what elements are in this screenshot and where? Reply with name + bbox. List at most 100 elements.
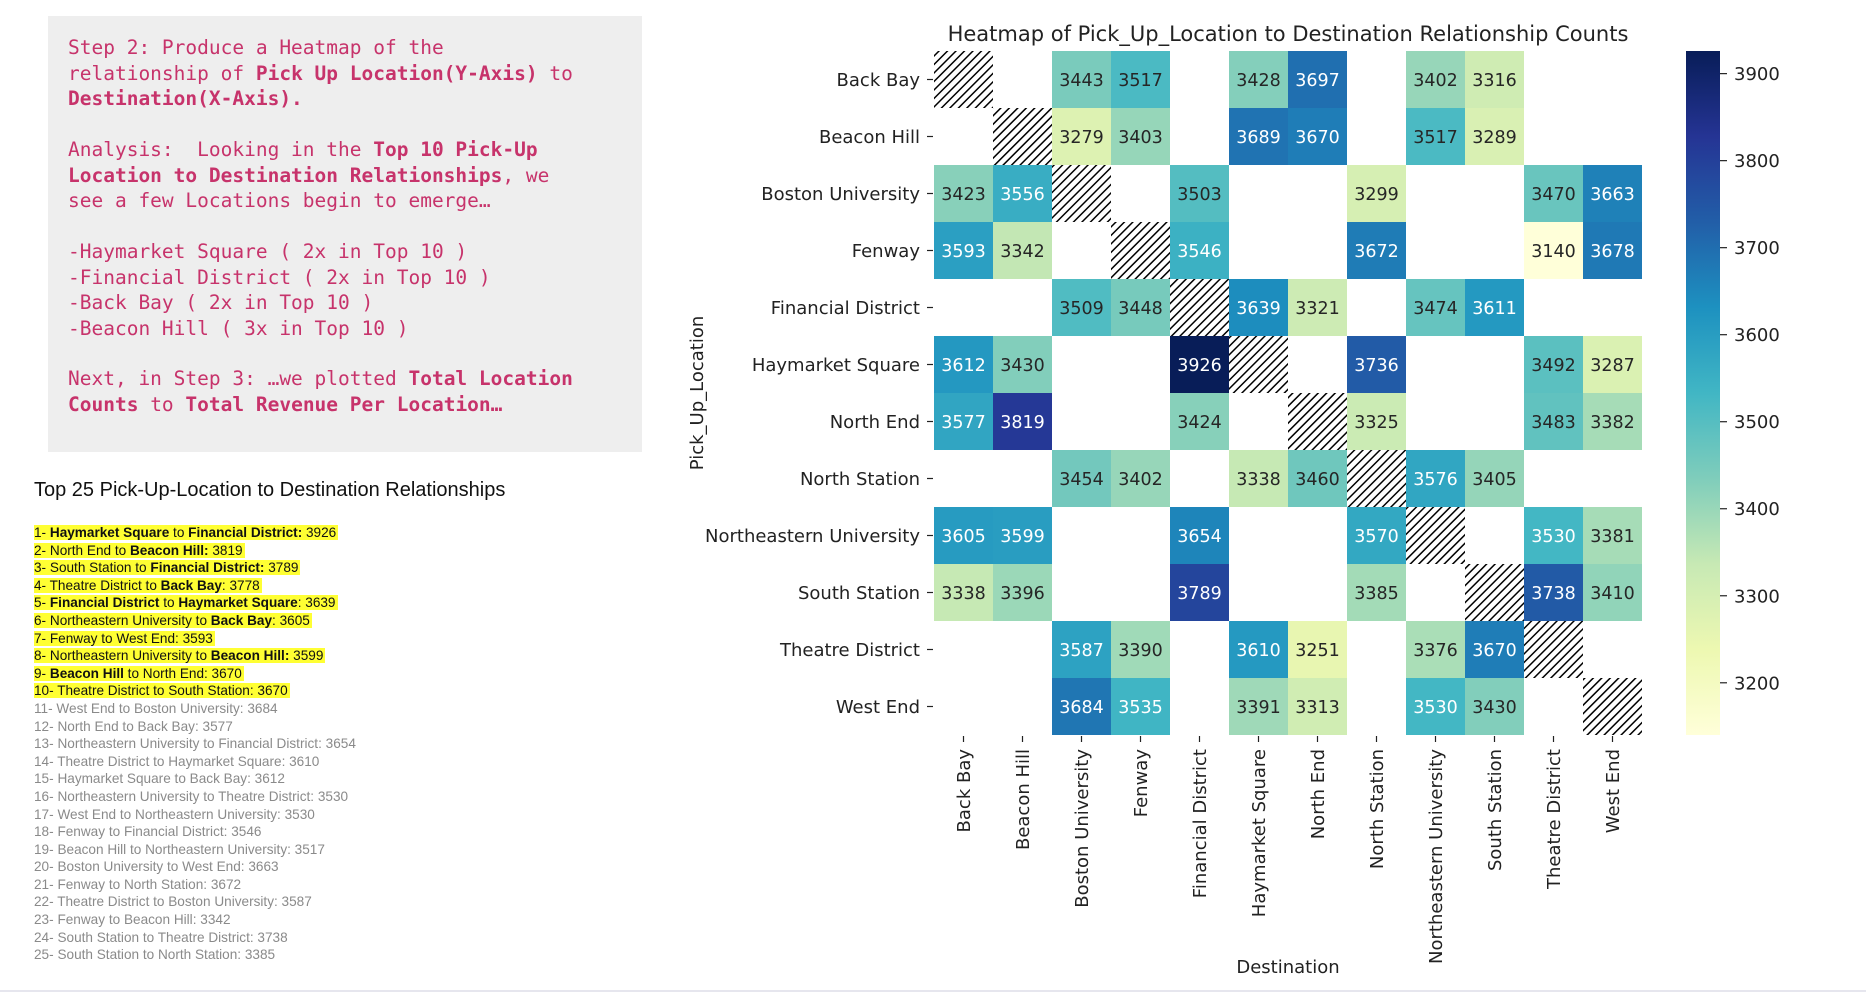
cell-label: 3612	[941, 356, 986, 376]
cell-label: 3509	[1059, 299, 1104, 319]
cell-label: 3684	[1059, 698, 1104, 718]
cell-label: 3611	[1472, 299, 1517, 319]
cell-label: 3492	[1531, 356, 1576, 376]
list-item: 10- Theatre District to South Station: 3…	[34, 683, 290, 699]
cell-label: 3424	[1177, 413, 1222, 433]
cell-label: 3474	[1413, 299, 1458, 319]
list-item: 23- Fenway to Beacon Hill: 3342	[34, 912, 231, 928]
cell-label: 3381	[1590, 527, 1635, 547]
step2-note: Step 2: Produce a Heatmap of the relatio…	[68, 35, 573, 112]
next-step-text: Counts	[68, 392, 139, 416]
cell-label: 3546	[1177, 242, 1222, 262]
cell-label: 3530	[1413, 698, 1458, 718]
cell-label: 3587	[1059, 641, 1104, 661]
heatmap-cell	[1465, 621, 1524, 678]
heatmap-cell	[1052, 108, 1111, 165]
heatmap-cell-hatched	[1465, 564, 1524, 621]
step2-text: to	[537, 61, 573, 85]
cell-label: 3140	[1531, 242, 1576, 262]
heatmap-cell	[1111, 621, 1170, 678]
cell-label: 3430	[1000, 356, 1045, 376]
heatmap-cell	[1170, 336, 1229, 393]
heatmap-cell-hatched	[1052, 165, 1111, 222]
heatmap-cell	[1465, 51, 1524, 108]
heatmap-cell	[1406, 621, 1465, 678]
heatmap-cell	[1347, 222, 1406, 279]
x-tick-label: Theatre District	[1544, 749, 1565, 890]
cell-label: 3279	[1059, 128, 1104, 148]
cell-label: 3287	[1590, 356, 1635, 376]
heatmap-cell	[1229, 51, 1288, 108]
colorbar-tick-label: 3600	[1734, 325, 1780, 346]
analysis-text: Analysis: Looking in the	[68, 138, 374, 161]
heatmap-cell	[1583, 165, 1642, 222]
heatmap-cell-hatched	[993, 108, 1052, 165]
cell-label: 3338	[1236, 470, 1281, 490]
cell-label: 3605	[941, 527, 986, 547]
cell-label: 3313	[1295, 698, 1340, 718]
list-item: 9- Beacon Hill to North End: 3670	[34, 665, 244, 681]
locations-note: -Haymarket Square ( 2x in Top 10 ) -Fina…	[68, 239, 491, 341]
heatmap-cell	[1052, 678, 1111, 735]
heatmap-cell	[1288, 108, 1347, 165]
next-step-note: Next, in Step 3: …we plotted Total Locat…	[68, 366, 573, 417]
list-item: 2- North End to Beacon Hill: 3819	[34, 542, 245, 558]
cell-label: 3454	[1059, 470, 1104, 490]
cell-label: 3599	[1000, 527, 1045, 547]
analysis-text: , we	[502, 163, 550, 187]
cell-label: 3689	[1236, 128, 1281, 148]
list-item: 17- West End to Northeastern University:…	[34, 806, 315, 822]
analysis-text: see a few Locations begin to emerge…	[68, 189, 491, 212]
heatmap-cell	[1583, 507, 1642, 564]
heatmap-cell	[934, 165, 993, 222]
cell-label: 3385	[1354, 584, 1399, 604]
heatmap-cell	[993, 507, 1052, 564]
y-tick-label: Boston University	[761, 184, 920, 205]
heatmap-cell	[993, 393, 1052, 450]
cell-label: 3697	[1295, 71, 1340, 91]
heatmap-cell	[1524, 393, 1583, 450]
list-item: 8- Northeastern University to Beacon Hil…	[34, 648, 326, 664]
list-item: 18- Fenway to Financial District: 3546	[34, 824, 262, 840]
colorbar-tick-label: 3400	[1734, 499, 1780, 520]
y-tick-label: Fenway	[852, 241, 921, 262]
heatmap-cell	[1229, 108, 1288, 165]
chart-title: Heatmap of Pick_Up_Location to Destinati…	[948, 22, 1629, 47]
list-item: 21- Fenway to North Station: 3672	[34, 876, 242, 892]
step2-text: Destination(X-Axis).	[68, 87, 303, 110]
heatmap-cell-hatched	[1229, 336, 1288, 393]
x-axis-label: Destination	[1236, 957, 1339, 978]
heatmap-cell-hatched	[1524, 621, 1583, 678]
heatmap-cell	[1524, 336, 1583, 393]
heatmap-cell	[993, 336, 1052, 393]
locations-text: -Beacon Hill ( 3x in Top 10 )	[68, 316, 409, 340]
colorbar-tick-label: 3700	[1734, 238, 1780, 259]
cell-label: 3316	[1472, 71, 1517, 91]
heatmap-cell	[1111, 279, 1170, 336]
cell-label: 3338	[941, 584, 986, 604]
heatmap-cell	[1347, 564, 1406, 621]
cell-label: 3663	[1590, 185, 1635, 205]
heatmap-chart: Heatmap of Pick_Up_Location to Destinati…	[687, 22, 1780, 978]
heatmap-cell	[1170, 222, 1229, 279]
cell-label: 3376	[1413, 641, 1458, 661]
heatmap-cell	[1052, 51, 1111, 108]
list-item: 15- Haymarket Square to Back Bay: 3612	[34, 771, 285, 787]
heatmap-cell	[1465, 108, 1524, 165]
heatmap-cell	[1524, 507, 1583, 564]
heatmap-cell	[1052, 279, 1111, 336]
analysis-text: Location to Destination Relationships	[68, 163, 503, 187]
cell-label: 3382	[1590, 413, 1635, 433]
cell-label: 3672	[1354, 242, 1399, 262]
cell-label: 3678	[1590, 242, 1635, 262]
heatmap-cell	[1406, 51, 1465, 108]
x-tick-label: South Station	[1485, 749, 1506, 871]
heatmap-cell-hatched	[1347, 450, 1406, 507]
cell-label: 3396	[1000, 584, 1045, 604]
cell-label: 3403	[1118, 128, 1163, 148]
colorbar-tick-label: 3800	[1734, 151, 1780, 172]
colorbar-tick-label: 3300	[1734, 586, 1780, 607]
cell-label: 3670	[1295, 128, 1340, 148]
heatmap-cell	[1406, 450, 1465, 507]
list-item: 6- Northeastern University to Back Bay: …	[34, 612, 312, 628]
